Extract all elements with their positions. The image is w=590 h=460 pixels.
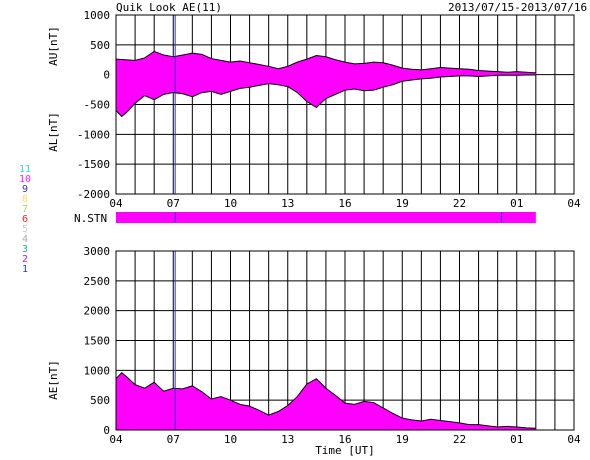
- station-legend-2: 2: [21, 254, 29, 265]
- ae-y-tick-label: 3000: [84, 245, 111, 258]
- station-legend-8: 8: [21, 194, 29, 205]
- ae-x-tick-label: 16: [338, 433, 351, 446]
- ae-y-tick-label: 0: [103, 424, 110, 437]
- station-legend-7: 7: [21, 204, 29, 215]
- au-al-y-tick-label: 500: [90, 39, 110, 52]
- ae-axis-label: AE[nT]: [47, 360, 60, 400]
- au-al-x-tick-label: 04: [109, 197, 123, 210]
- au-series-line: [115, 50, 536, 74]
- ae-y-tick-label: 2000: [84, 305, 111, 318]
- au-al-x-tick-label: 16: [338, 197, 351, 210]
- au-al-x-tick-label: 10: [224, 197, 237, 210]
- station-legend-10: 10: [18, 174, 32, 185]
- ae-x-tick-label: 07: [167, 433, 180, 446]
- ae-y-tick-label: 1000: [84, 364, 111, 377]
- station-legend-4: 4: [21, 234, 29, 245]
- au-al-envelope: [116, 51, 536, 117]
- chart-title: Quik Look AE(11): [116, 1, 222, 14]
- station-legend-11: 11: [18, 164, 32, 175]
- ae-x-tick-label: 01: [510, 433, 523, 446]
- al-series-line: [115, 74, 536, 118]
- ae-frame: [115, 250, 575, 431]
- ae-area: [116, 372, 536, 430]
- au-al-y-tick-label: -500: [84, 99, 111, 112]
- station-legend-6: 6: [21, 214, 29, 225]
- ae-x-tick-label: 04: [109, 433, 123, 446]
- ae-x-tick-label: 22: [453, 433, 466, 446]
- au-al-y-tick-label: -1500: [77, 158, 110, 171]
- ae-x-tick-label: 04: [567, 433, 581, 446]
- au-axis-label: AU[nT]: [47, 26, 60, 66]
- au-al-x-tick-label: 04: [567, 197, 581, 210]
- ae-y-tick-label: 2500: [84, 275, 111, 288]
- au-al-y-tick-label: -1000: [77, 128, 110, 141]
- station-legend-5: 5: [21, 224, 29, 235]
- al-axis-label: AL[nT]: [47, 112, 60, 152]
- ae-x-tick-label: 13: [281, 433, 294, 446]
- date-range: 2013/07/15-2013/07/16: [448, 1, 588, 14]
- au-al-x-tick-label: 01: [510, 197, 523, 210]
- ae-x-tick-label: 19: [396, 433, 409, 446]
- ae-x-tick-label: 10: [224, 433, 237, 446]
- ae-series-line: [115, 372, 536, 429]
- au-al-x-tick-label: 19: [396, 197, 409, 210]
- au-al-y-tick-label: -2000: [77, 188, 110, 201]
- au-al-x-tick-label: 22: [453, 197, 466, 210]
- au-al-frame: [115, 14, 575, 195]
- ae-y-tick-label: 500: [90, 394, 110, 407]
- au-al-x-tick-label: 07: [167, 197, 180, 210]
- x-axis-label: Time [UT]: [315, 444, 375, 457]
- n-stn-bar: [116, 212, 536, 223]
- au-al-x-tick-label: 13: [281, 197, 294, 210]
- station-legend-9: 9: [21, 184, 29, 195]
- au-al-y-tick-label: 0: [103, 69, 110, 82]
- n-stn-label: N.STN: [74, 212, 107, 225]
- au-al-y-tick-label: 1000: [84, 9, 111, 22]
- station-legend-1: 1: [21, 264, 29, 275]
- station-legend: 11 10 9 8 7 6 5 4 3 2 1: [18, 165, 32, 275]
- ae-y-tick-label: 1500: [84, 335, 111, 348]
- station-legend-3: 3: [21, 244, 29, 255]
